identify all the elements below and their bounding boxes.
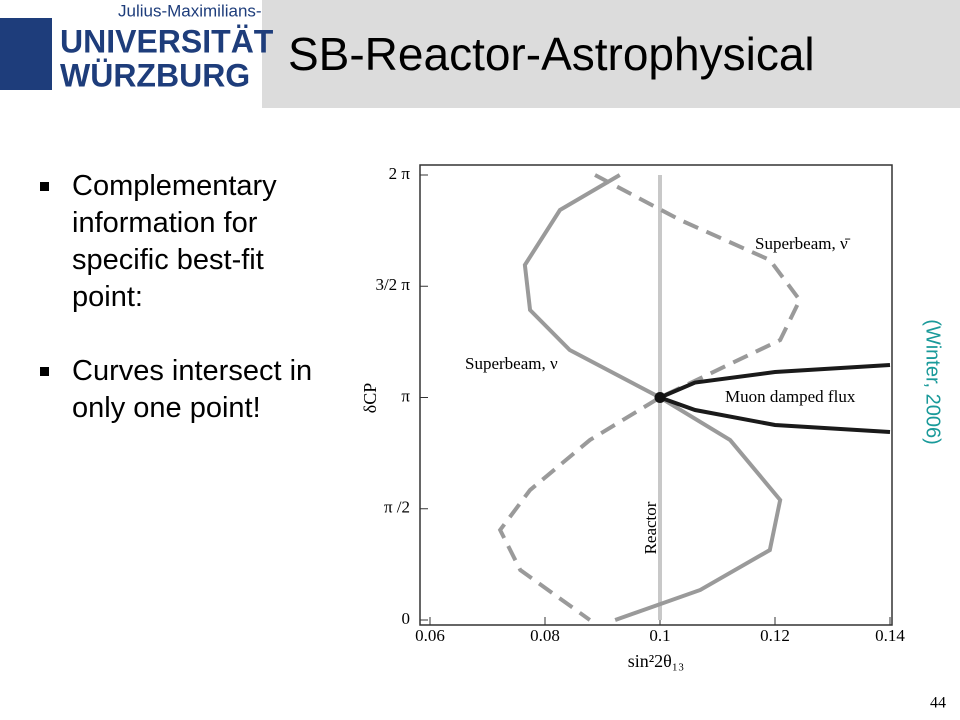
series-line bbox=[497, 173, 803, 622]
chart: 0.06 0.08 0.1 0.12 0.14 0 π /2 π 3/2 π 2 π sin²2θ₁… bbox=[360, 164, 905, 671]
y-tick-label: 2 π bbox=[389, 164, 411, 183]
x-tick-label: 0.12 bbox=[760, 626, 790, 645]
series-label: Reactor bbox=[641, 501, 660, 554]
x-tick-label: 0.08 bbox=[530, 626, 560, 645]
y-tick-label: 3/2 π bbox=[375, 275, 410, 294]
logo-bar bbox=[0, 18, 52, 90]
logo-text: UNIVERSITÄT bbox=[60, 23, 274, 59]
x-tick-label: 0.14 bbox=[875, 626, 905, 645]
series-label: Superbeam, ν̄ bbox=[755, 234, 851, 253]
x-axis-label: sin²2θ₁₃ bbox=[628, 651, 685, 671]
series-label: Muon damped flux bbox=[725, 387, 856, 406]
citation: (Winter, 2006) bbox=[922, 319, 944, 445]
y-tick-label: 0 bbox=[402, 609, 411, 628]
series-label: Superbeam, ν bbox=[465, 354, 558, 373]
plot-frame bbox=[419, 164, 893, 626]
intersection-point bbox=[654, 392, 666, 403]
bullet: Complementary information for specific b… bbox=[40, 168, 338, 316]
slide-title: SB-Reactor-Astrophysical bbox=[288, 28, 815, 80]
x-tick-label: 0.06 bbox=[415, 626, 445, 645]
series-line bbox=[659, 363, 891, 435]
logo-text: Julius-Maximilians- bbox=[118, 1, 262, 20]
y-tick-label: π bbox=[401, 386, 410, 405]
y-tick-label: π /2 bbox=[384, 498, 410, 517]
bullet-list: Complementary information for specific b… bbox=[38, 168, 338, 464]
logo-text: WÜRZBURG bbox=[60, 57, 250, 93]
y-axis-label: δCP bbox=[360, 383, 380, 414]
x-tick-label: 0.1 bbox=[649, 626, 670, 645]
page-number: 44 bbox=[930, 695, 946, 712]
bullet: Curves intersect in only one point! bbox=[40, 353, 338, 427]
